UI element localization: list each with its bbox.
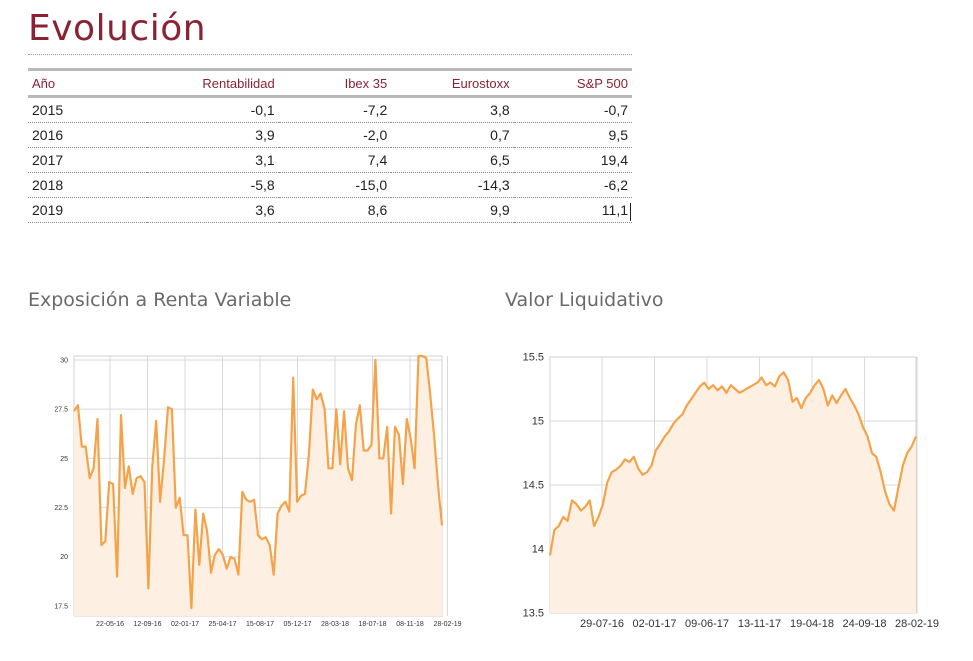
x-tick-label: 25-04-17 xyxy=(208,621,236,628)
y-tick-label: 22.5 xyxy=(54,505,68,512)
performance-table: Año Rentabilidad Ibex 35 Eurostoxx S&P 5… xyxy=(28,68,632,223)
table-cell: 19,4 xyxy=(513,147,632,173)
table-cell: 2016 xyxy=(28,122,147,148)
table-row: 2019 3,6 8,6 9,9 11,1 xyxy=(28,197,632,223)
y-tick-label: 17.5 xyxy=(54,603,68,610)
table-cell: -0,1 xyxy=(146,96,279,123)
x-tick-label: 12-09-16 xyxy=(133,621,161,628)
x-tick-label: 05-12-17 xyxy=(283,621,311,628)
table-cell: 3,6 xyxy=(146,197,279,223)
y-tick-label: 30 xyxy=(60,357,68,364)
x-tick-label: 28-02-19 xyxy=(433,621,461,628)
title-divider xyxy=(28,54,632,55)
page-title: Evolución xyxy=(28,8,207,49)
table-row: 2017 3,1 7,4 6,5 19,4 xyxy=(28,147,632,173)
x-tick-label: 15-08-17 xyxy=(246,621,274,628)
table-cell: -2,0 xyxy=(278,122,392,148)
table-cell: 9,5 xyxy=(513,122,632,148)
table-cell: -7,2 xyxy=(278,96,392,123)
table-cell: 2017 xyxy=(28,147,147,173)
y-tick-label: 25 xyxy=(60,456,68,463)
table-cell: 2019 xyxy=(28,197,147,223)
table-cell: 3,8 xyxy=(391,96,514,123)
table-cell: -15,0 xyxy=(278,172,392,198)
table-cell: 0,7 xyxy=(391,122,514,148)
y-tick-label: 20 xyxy=(60,554,68,561)
table-cell: 11,1 xyxy=(513,197,632,223)
table-cell: -0,7 xyxy=(513,96,632,123)
header-eurostoxx: Eurostoxx xyxy=(451,75,510,91)
table-header-row: Año Rentabilidad Ibex 35 Eurostoxx S&P 5… xyxy=(28,69,632,97)
text-cursor xyxy=(630,203,631,221)
header-sp500: S&P 500 xyxy=(576,75,628,91)
table-row: 2016 3,9 -2,0 0,7 9,5 xyxy=(28,122,632,148)
table-cell: -14,3 xyxy=(391,172,514,198)
nav-chart-title: Valor Liquidativo xyxy=(505,289,664,311)
table-cell: 6,5 xyxy=(391,147,514,173)
table-cell: 7,4 xyxy=(278,147,392,173)
header-ibex35: Ibex 35 xyxy=(344,75,388,91)
x-tick-label: 02-01-17 xyxy=(171,621,199,628)
table-cell: -6,2 xyxy=(513,172,632,198)
series-line xyxy=(73,354,444,610)
x-tick-label: 22-05-16 xyxy=(96,621,124,628)
y-tick-label: 27.5 xyxy=(54,407,68,414)
table-cell: 2018 xyxy=(28,172,147,198)
header-year: Año xyxy=(32,75,56,91)
x-tick-label: 08-11-18 xyxy=(396,621,424,628)
table-cell: 2015 xyxy=(28,96,147,123)
x-tick-label: 28-03-18 xyxy=(321,621,349,628)
table-row: 2018 -5,8 -15,0 -14,3 -6,2 xyxy=(28,172,632,198)
header-rentabilidad: Rentabilidad xyxy=(202,75,275,91)
series-area xyxy=(74,356,442,616)
exposure-chart-title: Exposición a Renta Variable xyxy=(28,289,292,311)
table-cell: 3,1 xyxy=(146,147,279,173)
x-tick-label: 18-07-18 xyxy=(358,621,386,628)
table-row: 2015 -0,1 -7,2 3,8 -0,7 xyxy=(28,96,632,123)
table-cell: 9,9 xyxy=(391,197,514,223)
table-cell: 3,9 xyxy=(146,122,279,148)
table-cell: -5,8 xyxy=(146,172,279,198)
table-cell: 8,6 xyxy=(278,197,392,223)
